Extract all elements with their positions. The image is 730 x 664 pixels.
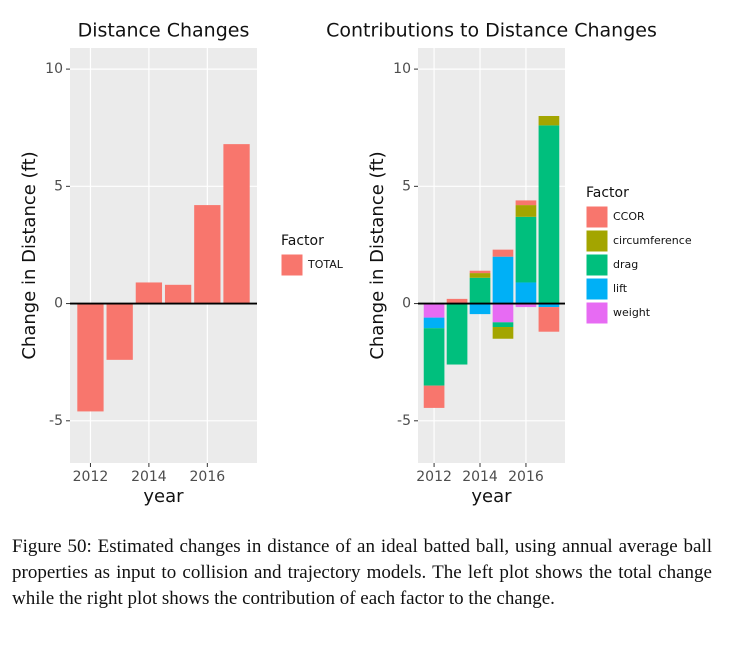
y-tick-label: 0: [54, 296, 63, 312]
bar: [423, 303, 445, 318]
x-axis-label: year: [471, 486, 512, 507]
x-tick-label: 2016: [190, 469, 226, 485]
bar: [446, 298, 468, 304]
legend-title: Factor: [586, 185, 629, 201]
bar: [515, 216, 537, 283]
bar: [515, 200, 537, 206]
bar: [135, 282, 163, 304]
figure: -5 0 5 10 2012 2014 2016 Distance Changes year Ch…: [19, 20, 692, 508]
bar: [446, 303, 468, 365]
bar: [106, 303, 133, 360]
legend-title: Factor: [281, 233, 324, 249]
bar: [538, 303, 560, 308]
x-tick-label: 2016: [508, 469, 544, 485]
legend-label: drag: [613, 258, 638, 271]
bar: [423, 317, 445, 329]
legend-key: [585, 253, 609, 277]
bar: [515, 282, 537, 304]
bar: [223, 144, 250, 304]
bar: [469, 273, 491, 278]
legend-label: CCOR: [613, 210, 645, 223]
bar: [492, 303, 514, 323]
bar: [469, 277, 491, 304]
x-tick-label: 2012: [416, 469, 452, 485]
x-axis-label: year: [143, 486, 184, 507]
y-tick-label: 5: [402, 178, 411, 194]
bar: [77, 303, 104, 412]
chart-title: Contributions to Distance Changes: [326, 20, 657, 42]
y-tick-label: 10: [45, 61, 63, 77]
y-axis-label: Change in Distance (ft): [19, 151, 40, 359]
x-tick-label: 2014: [131, 469, 167, 485]
legend-key: [585, 205, 609, 229]
bar: [492, 256, 514, 304]
bar: [423, 385, 445, 408]
legend-label: weight: [613, 306, 651, 319]
bar: [492, 249, 514, 257]
bar: [423, 328, 445, 386]
x-tick-label: 2014: [462, 469, 498, 485]
bar: [538, 125, 560, 304]
y-tick-label: -5: [397, 413, 411, 429]
bar: [469, 270, 491, 274]
bar: [538, 115, 560, 126]
bar: [538, 307, 560, 332]
legend-label: TOTAL: [307, 258, 344, 271]
y-tick-label: 0: [402, 296, 411, 312]
y-tick-label: 10: [393, 61, 411, 77]
y-tick-label: -5: [49, 413, 63, 429]
legend-key: [585, 277, 609, 301]
legend-key: [585, 229, 609, 253]
x-tick-label: 2012: [73, 469, 109, 485]
chart-title: Distance Changes: [78, 20, 250, 42]
bar: [492, 327, 514, 339]
bar: [515, 303, 537, 308]
legend-key: [280, 253, 304, 277]
legend-label: lift: [613, 282, 628, 295]
bar: [515, 205, 537, 217]
y-tick-label: 5: [54, 178, 63, 194]
bar: [164, 284, 192, 304]
legend-key: [585, 301, 609, 325]
bar: [492, 322, 514, 328]
legend-label: circumference: [613, 234, 692, 247]
y-axis-label: Change in Distance (ft): [367, 151, 388, 359]
bar: [469, 303, 491, 315]
caption: Figure 50: Estimated changes in distance…: [12, 536, 712, 609]
bar: [194, 205, 221, 304]
